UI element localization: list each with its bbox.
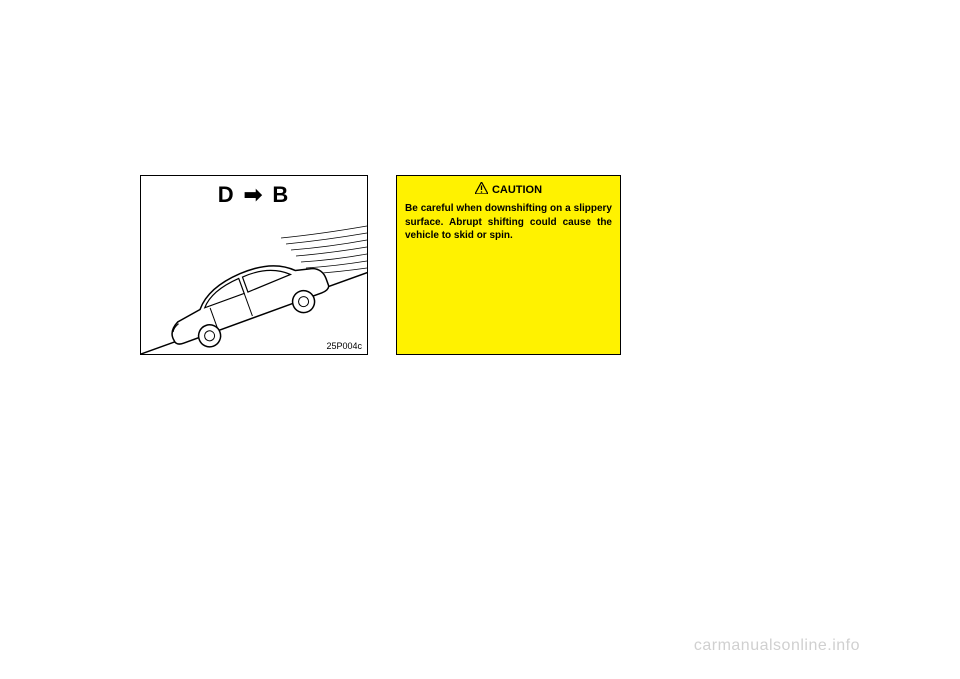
figure-caption: 25P004c — [326, 341, 362, 351]
figure-box: D ➡ B — [140, 175, 368, 355]
caution-text: Be careful when downshifting on a slippe… — [405, 202, 612, 243]
caution-label: CAUTION — [492, 184, 542, 196]
content-area: D ➡ B — [140, 175, 621, 355]
car-illustration — [141, 176, 368, 355]
warning-icon — [475, 182, 488, 197]
caution-header: CAUTION — [405, 182, 612, 197]
caution-box: CAUTION Be careful when downshifting on … — [396, 175, 621, 355]
watermark: carmanualsonline.info — [694, 637, 860, 655]
